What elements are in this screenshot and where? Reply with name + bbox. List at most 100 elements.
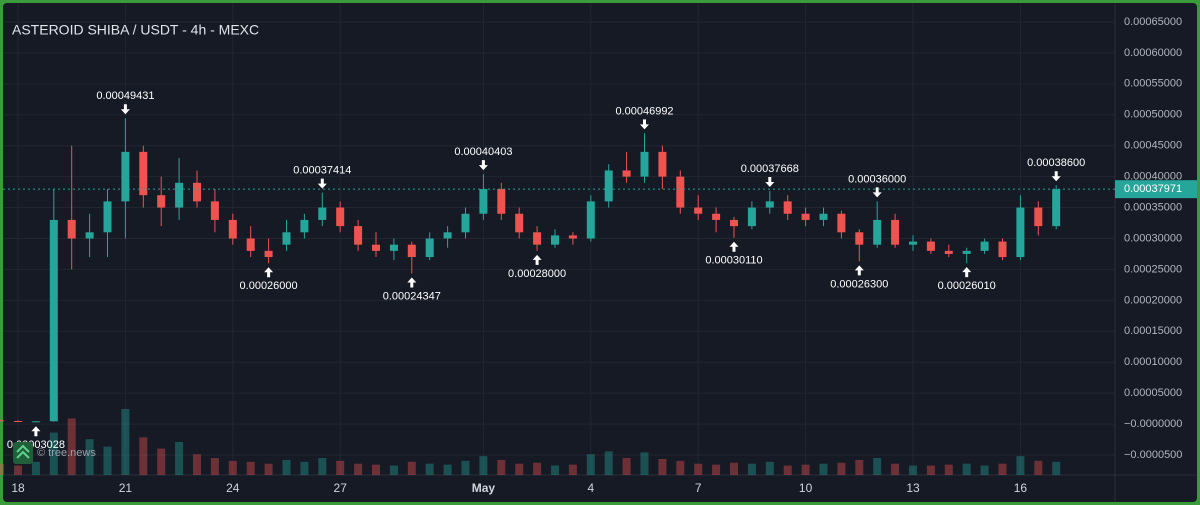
annotation-arrow [317, 178, 327, 189]
annotation-arrow [1051, 171, 1061, 182]
candle-body [121, 151, 130, 202]
volume-bar [837, 462, 846, 475]
overlay-layer: 0.000030280.000494310.000260000.00037414… [3, 90, 1197, 451]
candle-body [640, 151, 649, 177]
candle-body [783, 201, 792, 214]
candle-body [49, 219, 58, 422]
annotation-arrow [31, 426, 41, 437]
annotation-label: 0.00026300 [830, 278, 888, 290]
candle-body [747, 207, 756, 227]
x-tick-label: 18 [11, 481, 25, 495]
annotation-arrow [962, 267, 972, 278]
annotation-arrow [407, 277, 417, 288]
y-tick-label: 0.00065000 [1124, 16, 1182, 28]
y-tick-label: 0.00010000 [1124, 356, 1182, 368]
volume-bar [944, 464, 953, 475]
volume-bar [551, 465, 559, 475]
candle-body [67, 219, 76, 239]
annotation-arrow [854, 265, 864, 276]
volume-bar [31, 461, 40, 475]
candle-body [658, 151, 667, 177]
candle-body [551, 235, 559, 245]
volume-bar [515, 463, 524, 475]
candle-body [962, 250, 971, 254]
candle-body [909, 241, 917, 245]
volume-bar [622, 458, 631, 475]
candle-body [228, 219, 237, 239]
last-price-label: 0.00037971 [1124, 183, 1182, 195]
volume-bar [175, 442, 184, 475]
y-tick-label: 0.00015000 [1124, 325, 1182, 337]
annotation-label: 0.00040403 [454, 146, 512, 158]
volume-bar [962, 463, 971, 475]
annotation-label: 0.00049431 [96, 90, 154, 102]
volume-bar [264, 463, 273, 475]
volume-bar [1016, 456, 1025, 475]
annotation-label: 0.00026000 [240, 280, 298, 292]
candle-body [694, 207, 703, 214]
volume-bar [425, 463, 434, 475]
volume-bar [604, 451, 613, 475]
candle-body [157, 195, 166, 208]
volume-bar [855, 459, 864, 475]
candle-body [479, 188, 488, 214]
candle-body [264, 250, 273, 258]
candle-body [604, 170, 613, 202]
volume-bar [586, 454, 595, 475]
volume-bar [980, 465, 989, 475]
candle-body [31, 421, 40, 423]
x-tick-label: 7 [695, 481, 702, 495]
volume-bar [300, 461, 309, 475]
x-tick-label: 4 [587, 481, 594, 495]
annotation-label: 0.00038600 [1027, 157, 1085, 169]
volume-bar [210, 458, 219, 475]
volume-bar [640, 452, 649, 475]
candle-body [1016, 207, 1025, 258]
candle-body [103, 201, 112, 233]
candle-body [193, 182, 201, 202]
candle-body [246, 238, 255, 251]
annotation-label: 0.00037668 [741, 163, 799, 175]
annotation-label: 0.00028000 [508, 268, 566, 280]
volume-bar [926, 465, 935, 475]
annotation-label: 0.00024347 [383, 290, 441, 302]
watermark: © tree.news [13, 442, 96, 464]
candle-body [533, 232, 542, 245]
candle-body [210, 201, 219, 220]
candle-body [14, 420, 22, 422]
candle-body [175, 182, 184, 208]
candle-body [318, 207, 327, 220]
y-tick-label: 0.00055000 [1124, 78, 1182, 90]
volume-bar [139, 437, 148, 475]
candle-body [926, 241, 935, 251]
candle-body [407, 244, 416, 258]
y-tick-label: 0.00060000 [1124, 47, 1182, 59]
volume-bar [443, 464, 452, 475]
candle-body [425, 238, 434, 258]
candle-body [443, 232, 452, 239]
candle-body [568, 235, 577, 239]
candle-body [998, 241, 1007, 258]
y-tick-label: 0.00025000 [1124, 263, 1182, 275]
volume-layer [0, 409, 1061, 475]
candle-body [873, 219, 882, 245]
last-price-box [1115, 180, 1197, 199]
volume-bar [67, 418, 76, 475]
annotation-arrow [640, 119, 649, 130]
y-tick-label: −0.0000500 [1124, 449, 1182, 461]
x-tick-label: 16 [1014, 481, 1028, 495]
volume-bar [676, 460, 685, 475]
y-tick-label: 0.00020000 [1124, 294, 1182, 306]
candle-body [855, 232, 864, 245]
volume-bar [228, 460, 237, 475]
volume-bar [121, 409, 130, 475]
volume-bar [49, 432, 58, 475]
chart-title: ASTEROID SHIBA / USDT - 4h - MEXC [12, 22, 259, 38]
candle-body [837, 213, 846, 233]
candle-body [461, 213, 470, 233]
watermark-logo-mark [16, 444, 30, 459]
volume-bar [658, 458, 667, 475]
annotation-label: 0.00037414 [293, 165, 351, 177]
volume-bar [998, 463, 1007, 475]
candle-body [300, 219, 309, 233]
